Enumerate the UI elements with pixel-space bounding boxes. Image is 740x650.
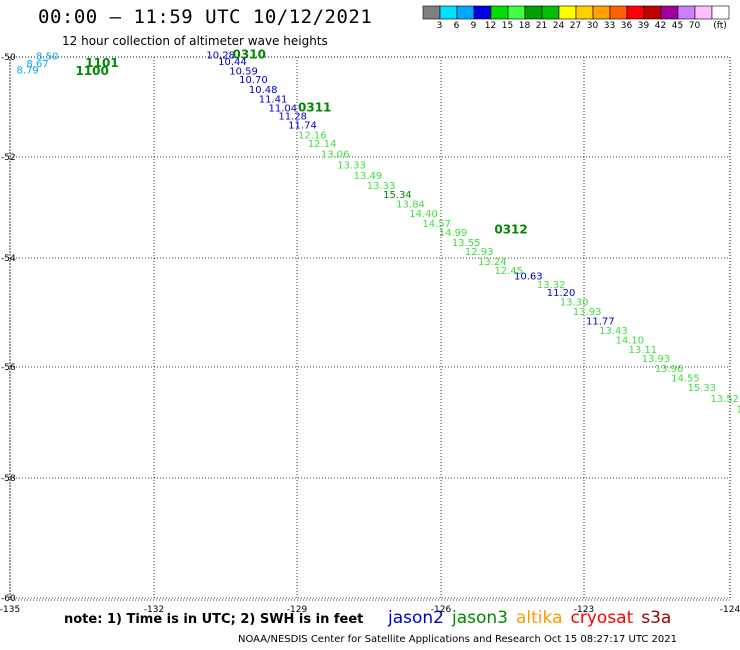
pass-time-label: 0310	[233, 48, 266, 62]
wave-height-value: 12.14	[308, 139, 337, 150]
x-tick-label: -129	[287, 605, 308, 615]
x-tick-label: -124	[720, 605, 740, 615]
swh-scale-label: 12	[484, 21, 497, 31]
pass-time-label: 0311	[298, 100, 331, 114]
pass-time-label: 0312	[494, 222, 527, 236]
y-tick-label: -58	[1, 474, 16, 484]
wave-height-value: 11.77	[586, 317, 615, 328]
wave-height-value: 8.67	[26, 59, 48, 70]
wave-height-value: 13.49	[354, 171, 383, 182]
satellite-legend: jason2 jason3 altika cryosat s3a	[388, 608, 679, 628]
legend-cryosat: cryosat	[570, 608, 634, 628]
wave-height-value: 13.96	[655, 364, 684, 375]
wave-height-value: 10.44	[218, 57, 247, 68]
legend-jason3: jason3	[452, 608, 508, 628]
wave-height-value: 13.63	[737, 405, 740, 416]
swh-scale-label: 15	[501, 21, 514, 31]
swh-scale-label: 42	[654, 21, 667, 31]
wave-height-value: 15.33	[687, 383, 716, 394]
wave-height-value: 10.63	[514, 272, 543, 283]
wave-height-value: 13.93	[642, 354, 671, 365]
wave-height-value: 12.45	[494, 266, 523, 277]
chart-subtitle: 12 hour collection of altimeter wave hei…	[62, 34, 328, 48]
legend-jason2: jason2	[388, 608, 444, 628]
y-tick-label: -50	[1, 53, 16, 63]
pass-time-label: 1101	[85, 56, 118, 70]
swh-scale-label: 24	[552, 21, 565, 31]
swh-color-scale	[422, 5, 730, 20]
wave-height-value: 11.41	[259, 95, 288, 106]
pass-time-label: 1100	[75, 64, 108, 78]
wave-height-value: 11.20	[547, 288, 576, 299]
swh-scale-label: 3	[436, 21, 443, 31]
wave-height-value: 13.52	[710, 394, 739, 405]
swh-scale-swatch	[711, 5, 730, 20]
wave-height-value: 13.11	[629, 345, 658, 356]
swh-scale-label: 39	[637, 21, 650, 31]
wave-height-value: 8.79	[17, 65, 39, 76]
wave-height-value: 10.59	[229, 66, 258, 77]
wave-height-value: 13.43	[599, 326, 628, 337]
wave-height-value: 12.16	[298, 130, 327, 141]
wave-height-value: 14.55	[671, 374, 700, 385]
wave-height-value: 12.93	[465, 247, 494, 258]
wave-height-value: 11.28	[278, 111, 307, 122]
wave-height-value: 10.28	[206, 51, 235, 62]
footer-note: note: 1) Time is in UTC; 2) SWH is in fe…	[64, 612, 364, 627]
chart-title: 00:00 – 11:59 UTC 10/12/2021	[38, 6, 373, 28]
wave-height-value: 10.70	[239, 75, 268, 86]
x-tick-label: -132	[144, 605, 164, 615]
wave-height-value: 13.55	[452, 238, 481, 249]
swh-scale-label: 33	[603, 21, 616, 31]
footer-credit: NOAA/NESDIS Center for Satellite Applica…	[238, 634, 677, 645]
wave-height-value: 11.04	[269, 103, 298, 114]
x-tick-label: -135	[0, 605, 20, 615]
swh-scale-label: 6	[453, 21, 460, 31]
x-tick-label: -123	[574, 605, 594, 615]
swh-scale-label: 30	[586, 21, 599, 31]
wave-height-value: 13.33	[337, 160, 366, 171]
swh-scale-label: 36	[620, 21, 633, 31]
wave-height-value: 8.50	[36, 52, 58, 63]
x-tick-label: -126	[431, 605, 452, 615]
swh-scale-label: 18	[518, 21, 531, 31]
wave-height-value: 11.74	[288, 121, 317, 132]
swh-scale-label: 9	[470, 21, 477, 31]
wave-height-value: 10.48	[249, 85, 278, 96]
wave-height-value: 13.93	[573, 307, 602, 318]
wave-height-value: 15.34	[383, 190, 412, 201]
wave-height-value: 14.99	[439, 228, 468, 239]
wave-height-value: 13.24	[478, 257, 507, 268]
y-tick-label: -56	[1, 363, 16, 373]
wave-height-value: 13.84	[396, 199, 425, 210]
swh-scale-label: 21	[535, 21, 548, 31]
legend-altika: altika	[516, 608, 563, 628]
wave-height-value: 13.32	[537, 280, 566, 291]
y-tick-label: -52	[1, 153, 16, 163]
y-tick-label: -54	[1, 254, 16, 264]
wave-height-value: 13.06	[321, 149, 350, 160]
swh-scale-label: 27	[569, 21, 582, 31]
swh-scale-label: 70	[688, 21, 701, 31]
y-tick-label: -60	[1, 594, 16, 604]
legend-s3a: s3a	[641, 608, 672, 628]
wave-height-value: 13.30	[560, 298, 589, 309]
wave-height-value: 13.33	[367, 181, 396, 192]
wave-height-value: 14.10	[615, 336, 644, 347]
wave-height-value: 14.40	[409, 209, 438, 220]
swh-scale-label: 45	[671, 21, 684, 31]
swh-scale-unit: (ft)	[713, 21, 727, 31]
wave-height-value: 14.57	[422, 219, 451, 230]
swh-scale-labels: 3 6 9 12 15 18 21 24 27 30 33 36 39 42 45 70 (ft)	[422, 21, 740, 33]
